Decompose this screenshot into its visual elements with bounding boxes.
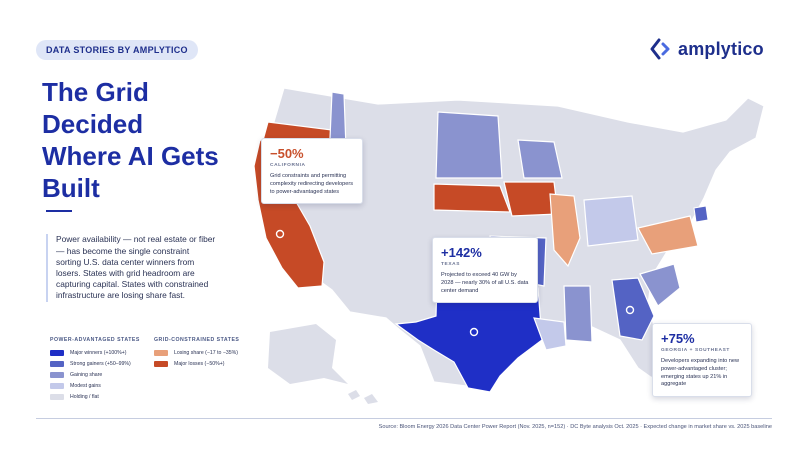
intro-text: Power availability — not real estate or … bbox=[46, 234, 216, 302]
page-title: The Grid Decided Where AI Gets Built bbox=[42, 77, 219, 203]
state-maryland bbox=[693, 205, 709, 223]
footer-divider bbox=[36, 418, 772, 419]
legend-item: Major losses (−50%+) bbox=[154, 360, 239, 367]
legend-swatch bbox=[50, 382, 64, 389]
legend-item: Strong gainers (+50–99%) bbox=[50, 360, 140, 367]
legend-label: Losing share (−17 to −35%) bbox=[174, 349, 239, 356]
legend-item: Holding / flat bbox=[50, 393, 140, 400]
legend-title: POWER-ADVANTAGED STATES bbox=[50, 337, 140, 343]
legend-swatch bbox=[50, 349, 64, 356]
callout-value: +142% bbox=[441, 245, 482, 260]
legend-label: Holding / flat bbox=[70, 393, 99, 400]
legend-item: Losing share (−17 to −35%) bbox=[154, 349, 239, 356]
state-louisiana bbox=[533, 317, 567, 351]
callout-text: Grid constraints and permitting complexi… bbox=[270, 173, 354, 195]
legend-label: Gaining share bbox=[70, 371, 103, 378]
data-stories-tag: DATA STORIES BY AMPLYTICO bbox=[36, 40, 198, 60]
state-ohio-valley bbox=[583, 195, 639, 247]
legend-title: GRID-CONSTRAINED STATES bbox=[154, 337, 240, 343]
legend-swatch bbox=[50, 371, 64, 378]
callout-region: TEXAS bbox=[441, 262, 460, 267]
legend-item: Gaining share bbox=[50, 371, 140, 378]
marker-california bbox=[275, 229, 285, 239]
callout-texas: +142% TEXAS Projected to exceed 40 GW by… bbox=[432, 237, 538, 304]
callout-region: CALIFORNIA bbox=[270, 163, 306, 168]
state-virginia bbox=[637, 215, 699, 255]
state-dakotas bbox=[435, 111, 503, 179]
state-nebraska bbox=[433, 183, 511, 213]
callout-value: +75% bbox=[661, 331, 695, 346]
hawaii bbox=[348, 390, 378, 404]
callout-california: −50% CALIFORNIA Grid constraints and per… bbox=[261, 138, 363, 205]
brand-name: amplytico bbox=[678, 38, 764, 59]
callout-georgia: +75% GEORGIA + SOUTHEAST Developers expa… bbox=[652, 323, 752, 398]
legend-constrained: GRID-CONSTRAINED STATES Losing share (−1… bbox=[154, 337, 239, 371]
legend-label: Major losses (−50%+) bbox=[174, 360, 225, 367]
alaska bbox=[268, 324, 348, 384]
legend-item: Modest gains bbox=[50, 382, 140, 389]
state-illinois bbox=[549, 193, 581, 268]
marker-georgia bbox=[625, 305, 635, 315]
legend-label: Major winners (+100%+) bbox=[70, 349, 127, 356]
state-carolinas bbox=[639, 263, 681, 307]
legend-advantaged: POWER-ADVANTAGED STATES Major winners (+… bbox=[50, 337, 140, 404]
legend-swatch bbox=[50, 393, 64, 400]
legend-item: Major winners (+100%+) bbox=[50, 349, 140, 356]
legend-label: Strong gainers (+50–99%) bbox=[70, 360, 131, 367]
source-note: Source: Bloom Energy 2026 Data Center Po… bbox=[378, 424, 772, 430]
legend-label: Modest gains bbox=[70, 382, 101, 389]
state-wisconsin bbox=[517, 139, 563, 179]
legend-swatch bbox=[154, 360, 168, 367]
state-deep-south bbox=[563, 285, 593, 343]
legend-swatch bbox=[154, 349, 168, 356]
title-divider bbox=[46, 210, 72, 212]
callout-text: Projected to exceed 40 GW by 2028 — near… bbox=[441, 272, 529, 294]
callout-region: GEORGIA + SOUTHEAST bbox=[661, 348, 730, 353]
chevron-bracket-icon bbox=[650, 38, 670, 60]
callout-value: −50% bbox=[270, 146, 304, 161]
callout-text: Developers expanding into new power-adva… bbox=[661, 358, 740, 388]
brand-logo[interactable]: amplytico bbox=[650, 38, 764, 60]
marker-texas bbox=[469, 327, 479, 337]
legend-swatch bbox=[50, 360, 64, 367]
